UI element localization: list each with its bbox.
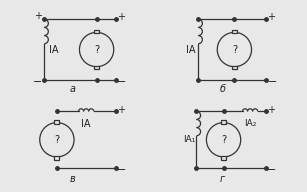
Text: в: в bbox=[69, 175, 75, 185]
Text: ?: ? bbox=[94, 45, 99, 55]
Bar bbox=[94, 66, 99, 69]
Text: −: − bbox=[117, 165, 126, 175]
Bar bbox=[221, 120, 226, 123]
Text: −: − bbox=[117, 77, 126, 87]
Text: ?: ? bbox=[221, 135, 226, 145]
Text: IA₂: IA₂ bbox=[244, 119, 256, 128]
Bar bbox=[94, 30, 99, 33]
Text: −: − bbox=[268, 77, 277, 87]
Text: IA: IA bbox=[81, 119, 91, 129]
Text: +: + bbox=[117, 104, 125, 115]
Text: −: − bbox=[267, 165, 276, 175]
Bar bbox=[54, 120, 59, 123]
Text: IA: IA bbox=[49, 45, 58, 55]
Text: −: − bbox=[33, 77, 43, 87]
Text: ?: ? bbox=[54, 135, 60, 145]
Text: б: б bbox=[220, 84, 226, 94]
Text: ?: ? bbox=[232, 45, 237, 55]
Circle shape bbox=[206, 123, 241, 157]
Text: IA₁: IA₁ bbox=[183, 135, 195, 144]
Text: +: + bbox=[34, 11, 42, 21]
Bar bbox=[232, 66, 237, 69]
Text: а: а bbox=[69, 84, 75, 94]
Text: +: + bbox=[117, 12, 125, 22]
Circle shape bbox=[40, 123, 74, 157]
Text: IA: IA bbox=[186, 45, 195, 55]
Text: +: + bbox=[267, 104, 275, 115]
Text: +: + bbox=[267, 12, 275, 22]
Circle shape bbox=[217, 32, 251, 67]
Bar bbox=[54, 156, 59, 160]
Bar bbox=[221, 156, 226, 160]
Text: г: г bbox=[220, 175, 225, 185]
Circle shape bbox=[80, 32, 114, 67]
Bar bbox=[232, 30, 237, 33]
